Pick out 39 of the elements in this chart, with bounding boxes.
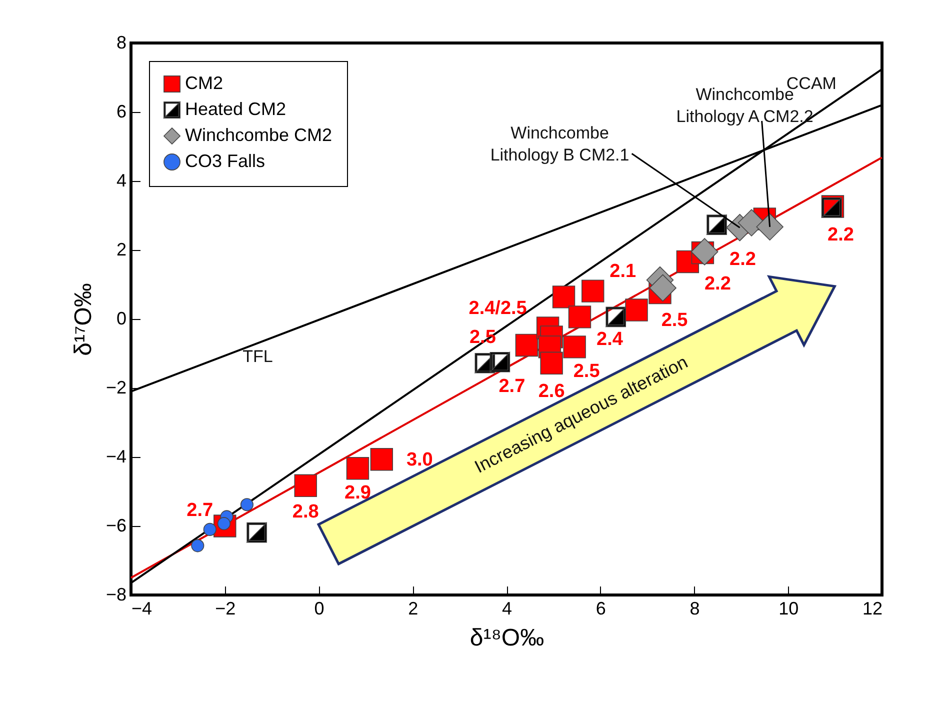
y-tick-label: 2 (116, 240, 126, 260)
legend-label: CO3 Falls (185, 151, 266, 171)
annotation: 2.4 (596, 328, 624, 350)
x-axis-title: δ¹⁸O‰ (470, 624, 544, 652)
x-tick-label: 12 (862, 598, 882, 618)
annotation: 2.8 (292, 502, 319, 523)
x-tick-label: 10 (778, 598, 799, 618)
annotation: 2.2 (828, 224, 854, 246)
annotation: 2.1 (610, 261, 636, 282)
y-tick-label: 0 (116, 308, 126, 328)
x-tick-label: 4 (502, 598, 512, 618)
legend-label: Heated CM2 (185, 99, 286, 119)
x-tick-label: 0 (314, 598, 324, 618)
annotation: 2.7 (498, 376, 526, 398)
annotation: 2.2 (704, 274, 731, 295)
annotation: 2.7 (186, 500, 214, 521)
legend-label: CM2 (185, 73, 224, 93)
annotation: 2.2 (729, 248, 756, 270)
y-tick-label: 4 (116, 170, 126, 190)
x-tick-label: 6 (596, 598, 606, 618)
annotation: 2.5 (573, 360, 600, 382)
y-tick-label: −6 (106, 516, 126, 536)
x-tick-label: −4 (132, 598, 152, 618)
x-tick-label: 2 (408, 598, 418, 618)
annotation: 3.0 (406, 449, 433, 470)
legend-label: Winchcombe CM2 (185, 125, 332, 145)
y-axis-title: δ¹⁷O‰ (70, 283, 97, 356)
annotation: 2.5 (661, 310, 688, 332)
y-tick-label: −4 (106, 446, 126, 466)
x-tick-label: 8 (690, 598, 700, 618)
y-tick-label: −2 (106, 378, 126, 398)
annotation: 2.9 (344, 482, 371, 504)
y-tick-label: −8 (106, 584, 126, 604)
annotation: TFL (242, 347, 273, 366)
annotation: Winchcombe Lithology B CM2.1 (490, 124, 630, 165)
annotation: 2.4/2.5 (468, 298, 528, 319)
y-tick-label: 8 (116, 32, 126, 52)
x-tick-label: −2 (215, 598, 236, 618)
y-tick-label: 6 (116, 102, 126, 122)
